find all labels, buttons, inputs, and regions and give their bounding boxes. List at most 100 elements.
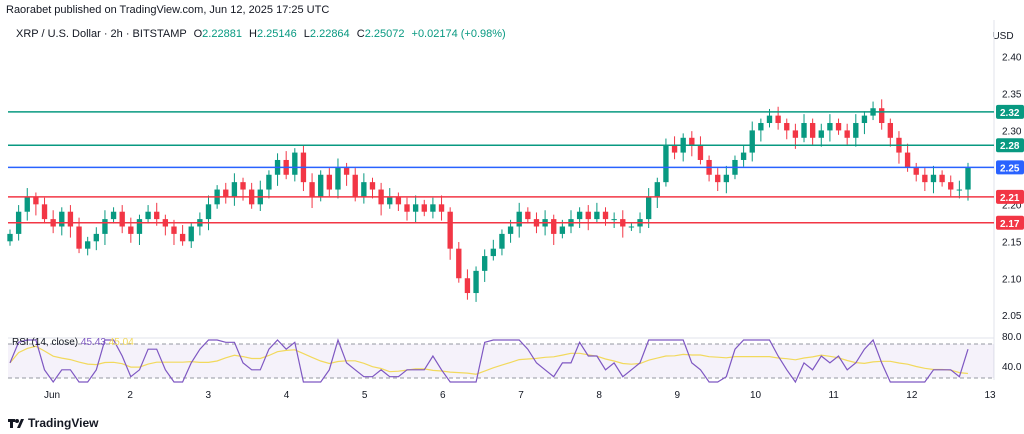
high-value: 2.25146 (256, 28, 297, 40)
candle-up (930, 174, 937, 183)
time-tick-label: 8 (596, 390, 602, 401)
level-badge (996, 189, 1024, 204)
candle-up (499, 233, 505, 249)
time-tick-label: 4 (284, 390, 290, 401)
time-tick-label: 11 (828, 390, 839, 401)
currency-label[interactable]: USD (992, 31, 1014, 42)
candle-up (7, 233, 13, 242)
candle-down (41, 204, 48, 220)
candle-down (464, 278, 471, 294)
rsi-legend: RSI (14, close) 45.43 45.04 (12, 337, 134, 348)
close-label: C (356, 28, 365, 40)
candle-up (490, 248, 496, 257)
level-badge (996, 215, 1024, 230)
candle-down (154, 211, 160, 220)
candle-down (456, 248, 462, 279)
symbol-legend: XRP / U.S. Dollar · 2h · BITSTAMP O 2.228… (16, 28, 506, 40)
rsi-tick-label: 80.0 (1002, 332, 1022, 343)
candle-up (482, 256, 488, 271)
candle-up (188, 226, 194, 242)
candle-down (119, 211, 125, 227)
level-badge (996, 104, 1024, 119)
candle-down (343, 167, 350, 175)
tradingview-footer[interactable]: TradingView (8, 416, 98, 430)
candle-up (412, 204, 419, 212)
price-tick-label: 2.05 (1002, 311, 1022, 322)
price-tick-label: 2.40 (1002, 52, 1022, 63)
candle-up (507, 226, 514, 234)
candle-down (913, 167, 919, 175)
time-tick-label: Jun (44, 390, 60, 401)
candle-up (205, 204, 212, 220)
candle-down (784, 123, 790, 131)
candle-down (369, 182, 376, 190)
candle-up (361, 182, 367, 197)
candle-up (801, 123, 807, 138)
candle-up (335, 167, 341, 190)
rsi-band (8, 344, 994, 378)
candle-up (559, 226, 566, 234)
price-tick-label: 2.35 (1002, 89, 1022, 100)
candle-up (611, 219, 617, 221)
candle-down (671, 145, 678, 153)
candle-down (525, 211, 531, 220)
candle-down (689, 137, 695, 146)
candle-down (887, 123, 893, 138)
candle-up (24, 196, 30, 212)
candle-up (576, 211, 583, 220)
candle-down (922, 174, 928, 183)
candle-up (654, 182, 660, 197)
candle-down (438, 204, 445, 212)
candle-down (395, 196, 402, 205)
candle-up (628, 226, 635, 228)
candle-up (93, 233, 99, 242)
high-label: H (249, 28, 257, 40)
candle-down (904, 152, 911, 168)
candle-down (602, 211, 609, 220)
low-label: L (303, 28, 310, 40)
publisher-credit: Raorabet published on TradingView.com, J… (6, 4, 330, 16)
candle-down (447, 211, 453, 249)
time-tick-label: 2 (127, 390, 133, 401)
candle-up (827, 123, 833, 131)
candle-up (110, 211, 117, 220)
tradingview-logo-icon (8, 419, 24, 428)
candle-down (585, 211, 591, 220)
rsi-label: RSI (14, close) (12, 337, 79, 348)
close-value: 2.25072 (364, 28, 405, 40)
candle-down (179, 233, 186, 242)
candle-down (697, 145, 704, 160)
symbol-name[interactable]: XRP / U.S. Dollar · 2h · BITSTAMP (16, 28, 187, 40)
candle-down (240, 182, 246, 190)
candle-up (318, 174, 324, 197)
candle-up (758, 123, 764, 131)
candle-down (775, 115, 781, 124)
rsi-tick-label: 40.0 (1002, 362, 1022, 373)
candle-down (128, 226, 134, 234)
candle-down (835, 123, 842, 131)
open-label: O (193, 28, 203, 40)
candle-up (59, 211, 65, 227)
candle-down (326, 174, 333, 190)
candle-down (309, 182, 315, 197)
rsi-ma-line (9, 345, 969, 375)
time-tick-label: 3 (206, 390, 212, 401)
time-tick-label: 10 (750, 390, 762, 401)
candle-up (145, 211, 151, 220)
level-label: 2.25 (1000, 163, 1020, 174)
candle-up (740, 152, 747, 160)
low-value: 2.22864 (309, 28, 350, 40)
footer-brand: TradingView (28, 416, 99, 430)
candle-up (387, 196, 393, 205)
candle-down (948, 182, 954, 190)
change-value: +0.02174 (+0.98%) (411, 28, 506, 40)
rsi-ma-value: 45.04 (108, 337, 134, 348)
time-tick-label: 12 (906, 390, 918, 401)
candle-down (76, 226, 82, 249)
candle-down (879, 108, 885, 124)
candle-down (715, 174, 721, 183)
price-tick-label: 2.15 (1002, 237, 1022, 248)
rsi-value: 45.43 (80, 337, 106, 348)
candle-up (594, 211, 600, 220)
